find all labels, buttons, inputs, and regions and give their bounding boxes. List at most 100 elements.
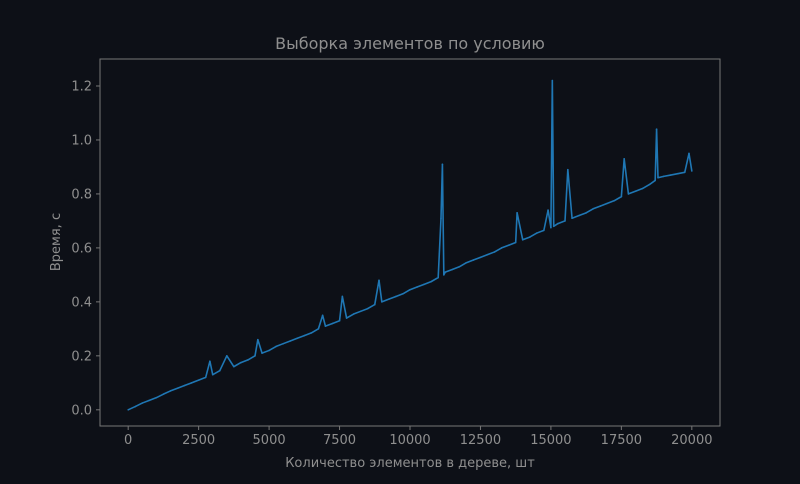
data-point	[458, 265, 461, 268]
data-point	[176, 387, 179, 390]
data-point	[552, 225, 555, 228]
data-point	[627, 193, 630, 195]
data-point	[211, 373, 214, 376]
data-point	[430, 280, 432, 283]
data-point	[402, 292, 404, 295]
x-tick-label: 20000	[671, 433, 712, 448]
data-point	[571, 217, 573, 220]
data-point	[641, 187, 644, 190]
data-point	[366, 307, 369, 310]
data-point	[620, 195, 623, 198]
data-point	[162, 393, 165, 395]
data-point	[127, 409, 129, 411]
data-point	[493, 251, 496, 253]
x-tick-label: 2500	[182, 433, 215, 448]
data-point	[655, 128, 658, 130]
data-point	[551, 79, 554, 82]
data-point	[209, 360, 211, 363]
data-point	[395, 295, 397, 298]
data-point	[550, 226, 552, 229]
data-point	[592, 207, 594, 210]
y-tick-label: 1.2	[71, 79, 92, 94]
data-point	[516, 212, 518, 214]
data-point	[240, 361, 242, 364]
data-point	[341, 295, 344, 298]
data-point	[451, 268, 454, 271]
data-point	[437, 276, 439, 279]
data-point	[683, 171, 686, 174]
data-point	[688, 152, 690, 155]
x-tick-label: 12500	[460, 433, 501, 448]
data-point	[310, 332, 313, 334]
data-point	[585, 212, 587, 214]
data-point	[547, 209, 549, 211]
data-point	[275, 345, 277, 348]
data-point	[359, 310, 362, 313]
data-point	[388, 298, 390, 300]
data-point	[623, 158, 625, 160]
y-axis-label: Время, с	[49, 213, 64, 271]
x-tick-label: 17500	[601, 433, 642, 448]
data-point	[190, 382, 193, 384]
data-point	[567, 168, 569, 171]
x-tick-label: 0	[124, 433, 132, 448]
data-point	[691, 170, 693, 172]
y-axis: 0.0 0.2 0.4 0.6 0.8 1.0 1.2	[71, 79, 100, 418]
data-point	[543, 229, 545, 232]
data-point	[657, 176, 659, 179]
data-point	[676, 172, 679, 175]
data-point	[261, 352, 263, 354]
y-tick-label: 0.2	[71, 349, 92, 364]
data-point	[324, 325, 327, 327]
data-point	[578, 214, 580, 217]
data-point	[465, 261, 468, 264]
x-tick-label: 10000	[389, 433, 430, 448]
data-point	[479, 256, 482, 259]
data-point	[521, 239, 524, 241]
data-point	[303, 334, 306, 337]
data-point	[338, 319, 341, 322]
data-point	[148, 399, 151, 402]
data-point	[441, 163, 444, 166]
data-point	[634, 190, 637, 193]
data-point	[444, 271, 447, 273]
y-tick-label: 0.8	[71, 187, 92, 202]
series-line	[127, 79, 693, 411]
data-point	[557, 222, 559, 225]
y-tick-label: 0.0	[71, 403, 92, 418]
data-point	[226, 355, 228, 357]
data-point	[282, 342, 284, 345]
data-point	[564, 220, 566, 222]
data-point	[134, 405, 137, 408]
data-point	[423, 283, 425, 286]
data-point	[472, 259, 475, 261]
data-point	[409, 288, 411, 291]
data-point	[378, 279, 380, 282]
data-point	[500, 247, 503, 249]
data-point	[204, 376, 207, 379]
data-point	[443, 274, 445, 276]
data-point	[183, 384, 186, 387]
data-point	[440, 217, 442, 220]
data-point	[289, 340, 292, 342]
data-point	[155, 396, 158, 399]
data-point	[648, 183, 651, 186]
x-tick-label: 7500	[323, 433, 356, 448]
y-tick-label: 1.0	[71, 133, 92, 148]
data-point	[197, 379, 200, 381]
data-point	[654, 179, 656, 182]
data-point	[233, 365, 235, 368]
data-point	[352, 313, 355, 315]
data-point	[514, 241, 517, 244]
data-point	[528, 236, 531, 238]
data-point	[254, 355, 256, 357]
data-point	[606, 202, 609, 205]
chart-title: Выборка элементов по условию	[275, 34, 545, 53]
data-point	[169, 390, 172, 392]
data-point	[331, 322, 334, 325]
data-point	[669, 174, 672, 176]
y-tick-label: 0.6	[71, 241, 92, 256]
data-point	[296, 337, 299, 340]
